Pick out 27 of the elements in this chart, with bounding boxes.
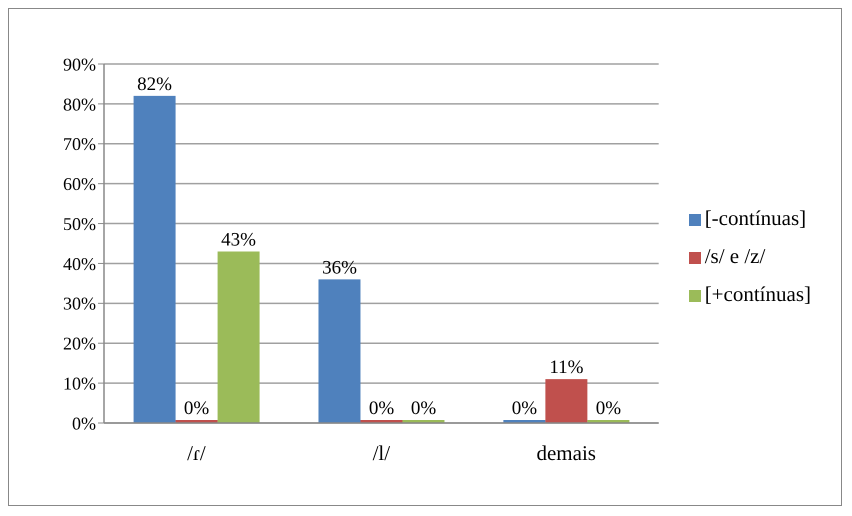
data-label: 0%	[512, 398, 538, 419]
y-tick-label: 0%	[72, 413, 96, 434]
data-label: 82%	[137, 74, 172, 95]
y-tick-label: 60%	[63, 174, 96, 194]
data-label: 11%	[549, 357, 584, 378]
data-label: 0%	[596, 398, 622, 419]
bar	[218, 251, 260, 423]
y-tick-label: 20%	[63, 334, 96, 354]
x-tick-label: demais	[536, 440, 596, 465]
legend-label: [-contínuas]	[704, 206, 806, 230]
data-label: 43%	[221, 229, 256, 250]
x-tick-label: /ɾ/	[187, 440, 206, 465]
data-label: 36%	[322, 257, 358, 278]
y-tick-label: 70%	[63, 134, 96, 154]
data-label: 0%	[184, 398, 210, 419]
legend-label: /s/ e /z/	[704, 244, 766, 268]
legend-label: [+contínuas]	[704, 282, 811, 306]
y-tick-label: 30%	[63, 294, 96, 314]
y-tick-label: 50%	[63, 214, 96, 234]
bar	[318, 279, 360, 423]
data-label: 0%	[368, 398, 394, 419]
y-tick-label: 90%	[63, 54, 96, 74]
x-tick-label: /l/	[372, 440, 390, 465]
y-tick-label: 80%	[63, 94, 96, 114]
data-label: 0%	[410, 398, 436, 419]
y-tick-label: 10%	[63, 374, 96, 394]
y-tick-label: 40%	[63, 254, 96, 274]
